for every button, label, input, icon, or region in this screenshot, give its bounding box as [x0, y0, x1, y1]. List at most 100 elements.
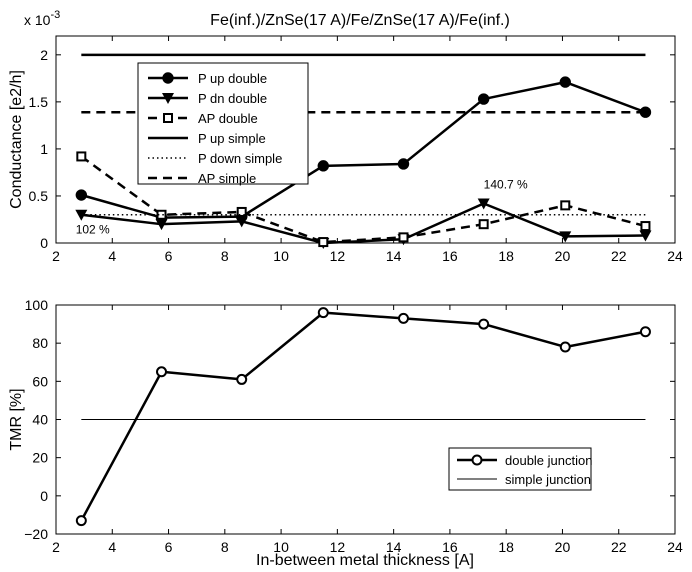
tmr-x-tick-label: 4 [108, 539, 116, 555]
y-multiplier-base: x 10 [24, 12, 51, 28]
data-point-p-up-double [477, 93, 490, 105]
data-point-double-junction [559, 341, 571, 353]
tmr-x-tick-label: 22 [611, 539, 627, 555]
data-point-ap-double [398, 232, 409, 243]
conductance-chart: Fe(inf.)/ZnSe(17 A)/Fe/ZnSe(17 A)/Fe(inf… [8, 9, 683, 264]
data-point-double-junction [478, 318, 490, 330]
conductance-y-tick-label: 1 [40, 141, 48, 157]
legend-label-double-junction: double junction [505, 453, 592, 468]
y-multiplier-exponent: -3 [50, 9, 60, 21]
annotation-label: 140.7 % [484, 177, 528, 191]
series-line-double-junction [80, 311, 646, 522]
legend-entry-simple-junction: simple junction [457, 472, 591, 487]
legend-entry-ap-double: AP double [148, 111, 258, 126]
tmr-x-tick-label: 14 [386, 539, 402, 555]
data-point-double-junction [397, 312, 409, 324]
data-point-p-dn-double [235, 216, 248, 228]
legend-entry-ap-simple: AP simple [148, 171, 256, 186]
legend-label-p-up-double: P up double [198, 71, 267, 86]
tmr-y-tick-label: 0 [40, 488, 48, 504]
conductance-x-tick-label: 14 [386, 248, 402, 264]
series-ap-double [76, 151, 651, 248]
data-point-ap-double [318, 237, 329, 248]
conductance-y-tick-label: 0 [40, 235, 48, 251]
tmr-y-tick-label: 40 [32, 412, 48, 428]
legend-label-ap-simple: AP simple [198, 171, 256, 186]
tmr-y-axis-label: TMR [%] [8, 388, 25, 450]
tmr-x-tick-label: 10 [273, 539, 289, 555]
data-point-ap-double [76, 151, 87, 162]
tmr-x-tick-label: 2 [52, 539, 60, 555]
conductance-x-tick-label: 12 [330, 248, 346, 264]
data-point-double-junction [317, 307, 329, 319]
conductance-x-tick-label: 24 [667, 248, 683, 264]
legend-entry-p-up-simple: P up simple [148, 131, 266, 146]
tmr-x-tick-label: 8 [221, 539, 229, 555]
tmr-y-tick-label: 100 [25, 297, 49, 313]
conductance-y-tick-label: 0.5 [29, 188, 49, 204]
data-point-p-dn-double [559, 231, 572, 243]
tmr-x-tick-label: 12 [330, 539, 346, 555]
conductance-x-tick-label: 22 [611, 248, 627, 264]
legend-label-simple-junction: simple junction [505, 472, 591, 487]
data-point-p-up-double [75, 189, 88, 201]
tmr-x-tick-label: 16 [442, 539, 458, 555]
legend-entry-p-up-double: P up double [148, 71, 267, 86]
conductance-plot-area [55, 35, 676, 244]
data-point-p-dn-double [155, 219, 168, 231]
tmr-x-tick-label: 6 [165, 539, 173, 555]
data-point-ap-double [478, 219, 489, 230]
conductance-x-tick-label: 16 [442, 248, 458, 264]
tmr-x-tick-label: 24 [667, 539, 683, 555]
conductance-x-tick-label: 6 [165, 248, 173, 264]
data-point-ap-double [156, 209, 167, 220]
data-point-p-up-double [559, 76, 571, 88]
legend-label-ap-double: AP double [198, 111, 258, 126]
conductance-x-tick-label: 10 [273, 248, 289, 264]
series-line-p-up-double [80, 80, 646, 219]
legend-marker-p-up-double [162, 72, 174, 84]
conductance-x-tick-label: 4 [108, 248, 116, 264]
tmr-y-tick-label: 80 [32, 335, 48, 351]
legend-entry-double-junction: double junction [457, 453, 592, 468]
data-point-p-up-double [397, 158, 410, 170]
tmr-legend-box [448, 447, 592, 491]
data-point-p-dn-double [639, 230, 652, 242]
data-point-double-junction [639, 326, 651, 338]
conductance-x-tick-label: 2 [52, 248, 60, 264]
series-line-p-dn-double [81, 202, 646, 245]
legend-entry-p-down-simple: P down simple [148, 151, 282, 166]
conductance-y-tick-label: 2 [40, 47, 48, 63]
data-point-double-junction [75, 515, 87, 527]
tmr-x-tick-label: 20 [555, 539, 571, 555]
data-point-ap-double [560, 200, 571, 211]
legend-marker-double-junction [471, 454, 483, 466]
data-point-double-junction [156, 366, 168, 378]
y-multiplier-label: x 10-3 [24, 9, 60, 28]
conductance-chart-title: Fe(inf.)/ZnSe(17 A)/Fe/ZnSe(17 A)/Fe(inf… [210, 12, 510, 29]
data-point-p-up-double [317, 160, 329, 172]
series-double-junction [75, 307, 651, 527]
tmr-x-tick-label: 18 [498, 539, 514, 555]
tmr-y-tick-label: 20 [32, 450, 48, 466]
conductance-y-axis-label: Conductance [e2/h] [8, 70, 25, 209]
tmr-series [75, 307, 651, 527]
legend-label-p-down-simple: P down simple [198, 151, 282, 166]
annotation-label: 102 % [76, 223, 110, 237]
legend-entry-p-dn-double: P dn double [148, 91, 267, 106]
data-point-ap-double [236, 206, 247, 217]
tmr-y-tick-label: −20 [24, 526, 48, 542]
legend-marker-p-dn-double [162, 93, 174, 104]
tmr-y-tick-label: 60 [32, 373, 48, 389]
conductance-annotations: 102 % 140.7 % [76, 177, 528, 236]
legend-label-p-dn-double: P dn double [198, 91, 267, 106]
conductance-legend: P up double P dn double AP double P up simp… [137, 62, 309, 186]
data-point-double-junction [236, 373, 248, 385]
legend-label-p-up-simple: P up simple [198, 131, 266, 146]
conductance-x-tick-label: 20 [555, 248, 571, 264]
conductance-x-tick-label: 18 [498, 248, 514, 264]
tmr-chart: TMR [%] In-between metal thickness [A] 2… [8, 297, 683, 569]
tmr-x-axis-label: In-between metal thickness [A] [256, 552, 474, 569]
